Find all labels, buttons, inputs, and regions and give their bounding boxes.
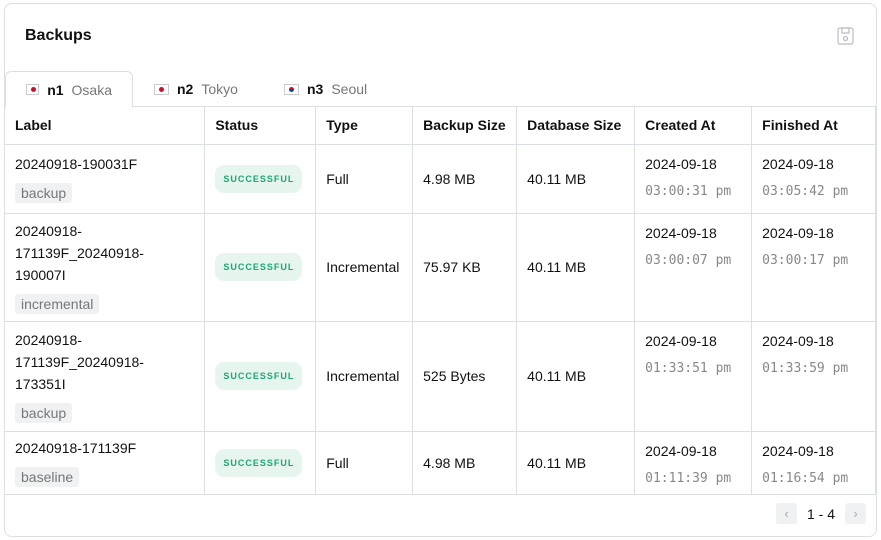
tab-node-id: n2 (177, 81, 194, 97)
column-header[interactable]: Created At (634, 106, 753, 145)
created-at-cell: 2024-09-18 03:00:31 pm (634, 144, 753, 214)
tab-node-id: n1 (47, 81, 64, 98)
korea-flag-icon (284, 83, 299, 95)
created-at-cell: 2024-09-18 01:11:39 pm (634, 431, 753, 495)
created-date: 2024-09-18 (645, 155, 717, 172)
created-time: 01:33:51 pm (645, 360, 732, 376)
status-badge: SUCCESSFUL (215, 448, 303, 477)
backup-tag: incremental (15, 293, 100, 314)
finished-time: 01:16:54 pm (762, 470, 849, 486)
tab-node-id: n3 (307, 81, 324, 97)
status-cell: SUCCESSFUL (204, 431, 317, 495)
card-title: Backups (25, 27, 92, 44)
created-time: 01:11:39 pm (645, 470, 732, 486)
finished-time: 01:33:59 pm (762, 360, 849, 376)
finished-date: 2024-09-18 (762, 224, 834, 241)
backup-size-cell: 75.97 KB (412, 213, 518, 322)
finished-at-cell: 2024-09-18 03:00:17 pm (751, 213, 876, 322)
column-header[interactable]: Finished At (751, 106, 876, 145)
finished-time: 03:00:17 pm (762, 252, 849, 268)
backup-size-cell: 525 Bytes (412, 321, 518, 432)
table-row[interactable]: 20240918-171139F_20240918-173351I backup … (5, 321, 876, 432)
column-header[interactable]: Label (5, 106, 206, 145)
type-cell: Full (315, 431, 414, 495)
backup-tag: baseline (15, 467, 80, 487)
type-cell: Incremental (315, 321, 414, 432)
backup-tag: backup (15, 402, 73, 423)
column-header[interactable]: Database Size (516, 106, 636, 145)
finished-at-cell: 2024-09-18 03:05:42 pm (751, 144, 876, 214)
created-at-cell: 2024-09-18 03:00:07 pm (634, 213, 753, 322)
status-badge: SUCCESSFUL (215, 362, 303, 390)
column-header[interactable]: Backup Size (412, 106, 518, 145)
tab-n3[interactable]: n3 Seoul (264, 71, 387, 107)
japan-flag-icon (154, 83, 169, 95)
finished-date: 2024-09-18 (762, 442, 834, 459)
japan-flag-icon (26, 84, 40, 95)
backups-card: Backups n1 Osaka n2 Tokyo n3 Seoul Label Sta… (4, 3, 877, 537)
label-cell: 20240918-190031F backup (5, 144, 206, 214)
status-cell: SUCCESSFUL (204, 144, 317, 214)
created-time: 03:00:31 pm (645, 183, 732, 199)
status-cell: SUCCESSFUL (204, 213, 317, 322)
database-size-cell: 40.11 MB (516, 431, 636, 495)
tab-city: Seoul (331, 81, 368, 97)
finished-date: 2024-09-18 (762, 155, 834, 172)
tab-n2[interactable]: n2 Tokyo (134, 71, 258, 107)
database-size-cell: 40.11 MB (516, 213, 636, 322)
save-icon[interactable] (837, 27, 854, 45)
finished-date: 2024-09-18 (762, 332, 834, 349)
tab-city: Osaka (71, 81, 112, 98)
status-badge: SUCCESSFUL (215, 253, 303, 281)
table-row[interactable]: 20240918-171139F baseline SUCCESSFUL Full… (5, 431, 876, 495)
created-date: 2024-09-18 (645, 442, 717, 459)
status-cell: SUCCESSFUL (204, 321, 317, 432)
backup-label: 20240918-171139F_20240918-173351I (15, 331, 144, 392)
tab-city: Tokyo (201, 81, 238, 97)
backup-size-cell: 4.98 MB (412, 431, 518, 495)
node-tabs: n1 Osaka n2 Tokyo n3 Seoul (5, 71, 876, 108)
created-at-cell: 2024-09-18 01:33:51 pm (634, 321, 753, 432)
backup-label: 20240918-171139F (15, 440, 137, 456)
backup-label: 20240918-190031F (15, 156, 138, 172)
backups-table: Label Status Type Backup Size Database Size C… (5, 106, 876, 495)
backup-size-cell: 4.98 MB (412, 144, 518, 214)
backup-tag: backup (15, 183, 73, 203)
type-cell: Incremental (315, 213, 414, 322)
created-date: 2024-09-18 (645, 332, 717, 349)
created-date: 2024-09-18 (645, 224, 717, 241)
table-row[interactable]: 20240918-190031F backup SUCCESSFUL Full 4… (5, 144, 876, 214)
column-header[interactable]: Type (315, 106, 414, 145)
database-size-cell: 40.11 MB (516, 144, 636, 214)
finished-time: 03:05:42 pm (762, 183, 849, 199)
type-cell: Full (315, 144, 414, 214)
database-size-cell: 40.11 MB (516, 321, 636, 432)
page-range: 1 - 4 (806, 505, 835, 522)
finished-at-cell: 2024-09-18 01:33:59 pm (751, 321, 876, 432)
tab-n1[interactable]: n1 Osaka (5, 71, 133, 108)
column-header[interactable]: Status (204, 106, 317, 145)
next-page-button[interactable]: › (845, 503, 866, 524)
backup-label: 20240918-171139F_20240918-190007I (15, 222, 144, 283)
status-badge: SUCCESSFUL (215, 164, 303, 193)
label-cell: 20240918-171139F baseline (5, 431, 206, 495)
created-time: 03:00:07 pm (645, 252, 732, 268)
pagination: ‹ 1 - 4 › (775, 503, 866, 524)
prev-page-button[interactable]: ‹ (775, 503, 797, 524)
finished-at-cell: 2024-09-18 01:16:54 pm (751, 431, 876, 495)
